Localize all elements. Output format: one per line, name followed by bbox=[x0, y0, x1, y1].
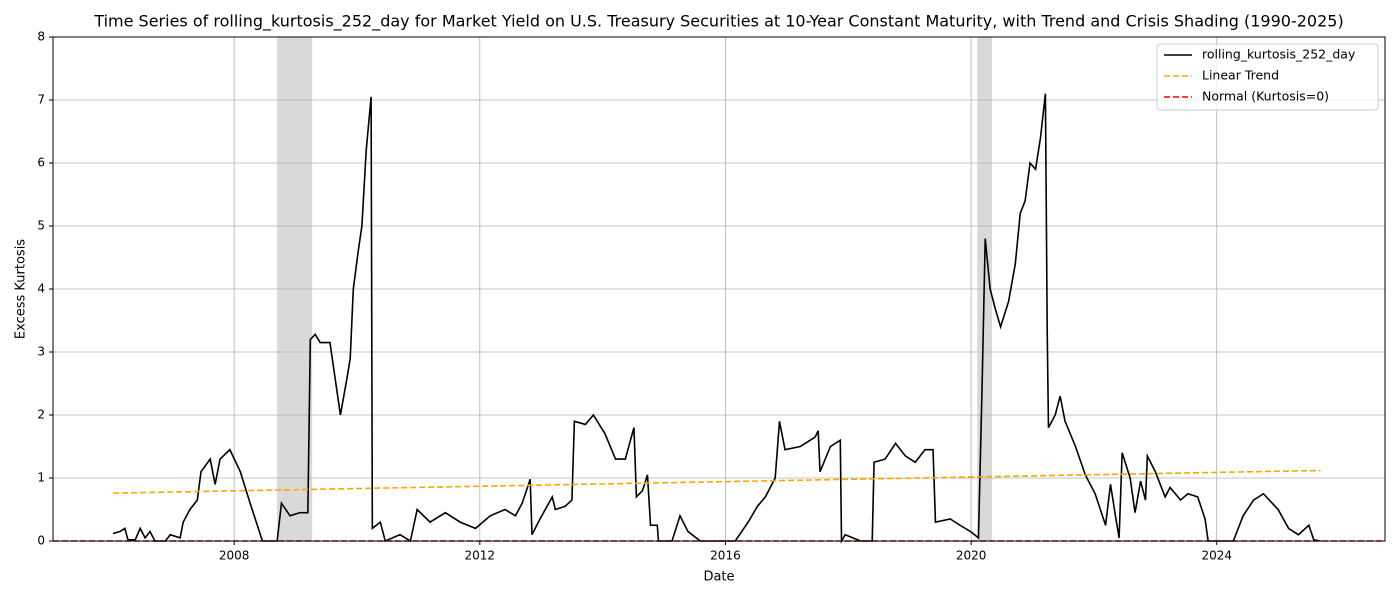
x-axis-label: Date bbox=[703, 570, 734, 585]
x-tick-label: 2008 bbox=[219, 549, 250, 563]
y-tick-label: 5 bbox=[37, 219, 45, 233]
y-tick-label: 7 bbox=[37, 93, 45, 107]
legend-label: Normal (Kurtosis=0) bbox=[1202, 89, 1329, 104]
x-tick-label: 2016 bbox=[710, 549, 741, 563]
x-tick-label: 2020 bbox=[956, 549, 987, 563]
y-tick-label: 8 bbox=[37, 30, 45, 44]
y-tick-label: 3 bbox=[37, 345, 45, 359]
legend-label: rolling_kurtosis_252_day bbox=[1202, 47, 1356, 62]
x-tick-label: 2012 bbox=[465, 549, 496, 563]
chart-title: Time Series of rolling_kurtosis_252_day … bbox=[93, 12, 1343, 32]
plot-frame bbox=[52, 36, 1386, 542]
y-axis-label: Excess Kurtosis bbox=[14, 239, 29, 339]
series-line bbox=[113, 469, 1321, 494]
y-tick-label: 4 bbox=[37, 282, 45, 296]
y-tick-label: 1 bbox=[37, 471, 45, 485]
y-tick-label: 6 bbox=[37, 156, 45, 170]
legend-box bbox=[1156, 43, 1379, 111]
y-tick-label: 0 bbox=[37, 534, 45, 548]
y-tick-label: 2 bbox=[37, 408, 45, 422]
x-tick-label: 2024 bbox=[1201, 549, 1232, 563]
legend-label: Linear Trend bbox=[1202, 68, 1279, 83]
